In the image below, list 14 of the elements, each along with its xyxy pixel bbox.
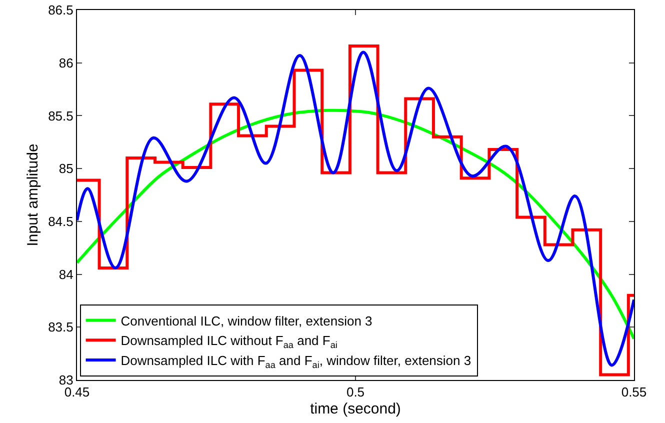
y-tick-label: 86 (58, 55, 74, 70)
y-tick-label: 85 (58, 161, 74, 176)
x-tick-label: 0.55 (621, 384, 647, 400)
x-axis-title: time (second) (310, 400, 401, 418)
legend-label: Conventional ILC, window filter, extension 3 (120, 313, 372, 328)
y-tick-label: 84.5 (48, 214, 74, 229)
x-tick-label: 0.5 (346, 384, 365, 400)
legend-label: Downsampled ILC without F$_{aa}$ and F$_{ai}$ (120, 333, 338, 350)
y-tick-label: 86.5 (48, 2, 74, 18)
y-axis-title: Input amplitude (24, 144, 42, 246)
legend-label: Downsampled ILC with F$_{aa}$ and F$_{ai}$, window filter, extension 3 (120, 353, 472, 370)
y-tick-label: 84 (58, 266, 74, 282)
y-tick-label: 85.5 (48, 108, 74, 124)
y-tick-label: 83.5 (48, 320, 74, 335)
